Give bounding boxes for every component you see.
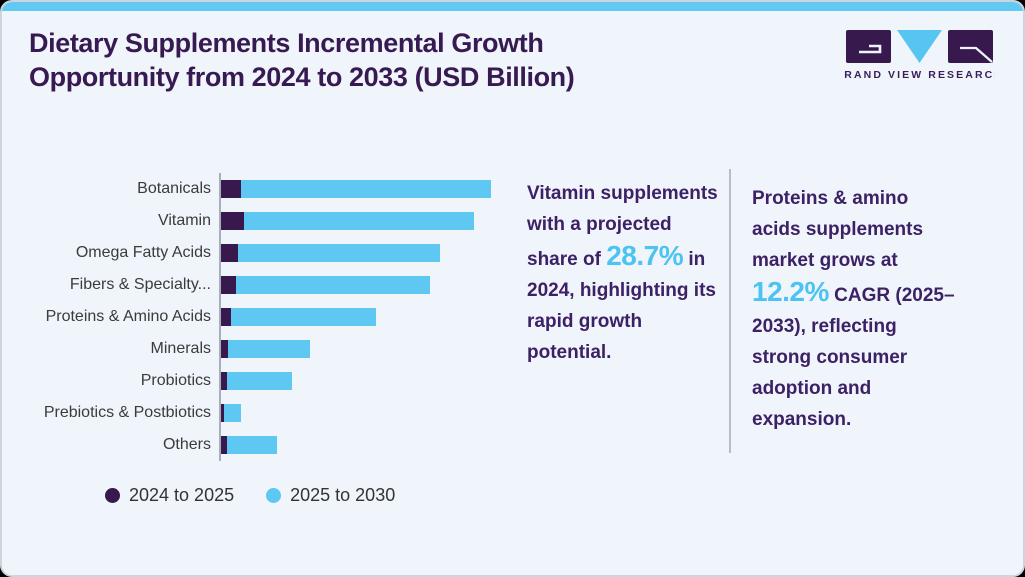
bar-segment-2024-to-2025	[221, 308, 231, 326]
bar-segment-2024-to-2025	[221, 276, 237, 294]
vertical-divider	[729, 169, 731, 453]
bar-track	[219, 301, 376, 333]
category-label: Probiotics	[140, 372, 211, 389]
bar-row: Others	[2, 429, 517, 461]
category-label: Botanicals	[137, 180, 211, 197]
bar-segment-2024-to-2025	[221, 212, 244, 230]
bar-rows: Botanicals Vitamin Omega Fatty Acids Fibers…	[2, 173, 517, 461]
bar-segment-2024-to-2025	[221, 340, 229, 358]
legend-item: 2025 to 2030	[266, 485, 395, 506]
bar-segment-2025-to-2030	[236, 276, 430, 294]
brand-logo: GRAND VIEW RESEARCH	[834, 28, 1002, 87]
bar-segment-2025-to-2030	[226, 436, 277, 454]
category-label: Others	[162, 436, 211, 453]
callout-text-after: in 2024, highlighting its rapid growth p…	[527, 249, 716, 363]
legend-label: 2025 to 2030	[290, 485, 396, 505]
bar-segment-2024-to-2025	[221, 244, 239, 262]
callout-highlight-value: 12.2%	[752, 276, 829, 307]
bar-segment-2024-to-2025	[221, 180, 241, 198]
bar-row: Probiotics	[2, 365, 517, 397]
stacked-bar-chart: Botanicals Vitamin Omega Fatty Acids Fibers…	[2, 173, 517, 463]
bar-track	[219, 205, 474, 237]
category-label: Prebiotics & Postbiotics	[43, 404, 211, 421]
legend-label: 2024 to 2025	[129, 485, 235, 505]
page-title-line1: Dietary Supplements Incremental Growth	[29, 28, 544, 58]
bar-row: Proteins & Amino Acids	[2, 301, 517, 333]
category-label: Fibers & Specialty...	[69, 276, 211, 293]
callout-highlight-value: 28.7%	[606, 240, 684, 271]
callout-text-after: CAGR (2025–2033), reflecting strong cons…	[752, 285, 955, 430]
bar-track	[219, 365, 292, 397]
bar-track	[219, 397, 241, 429]
bar-track	[219, 429, 277, 461]
bar-segment-2025-to-2030	[228, 340, 311, 358]
bar-row: Vitamin	[2, 205, 517, 237]
callout-text-before: Vitamin supplements with a projected sha…	[527, 183, 718, 270]
category-label: Vitamin	[157, 212, 211, 229]
bar-row: Minerals	[2, 333, 517, 365]
bar-segment-2024-to-2025	[221, 372, 227, 390]
bar-track	[219, 237, 440, 269]
top-accent-strip	[2, 2, 1023, 11]
bar-segment-2024-to-2025	[221, 404, 224, 422]
bar-segment-2025-to-2030	[240, 180, 491, 198]
legend-dot-icon	[266, 488, 282, 503]
legend-item: 2024 to 2025	[105, 485, 234, 506]
bar-row: Prebiotics & Postbiotics	[2, 397, 517, 429]
bar-row: Omega Fatty Acids	[2, 237, 517, 269]
chart-legend: 2024 to 2025 2025 to 2030	[105, 485, 395, 506]
bar-track	[219, 269, 430, 301]
bar-row: Botanicals	[2, 173, 517, 205]
callout-proteins-cagr: Proteins & amino acids supplements marke…	[752, 183, 960, 435]
bar-track	[219, 173, 491, 205]
callout-vitamin-share: Vitamin supplements with a projected sha…	[527, 178, 719, 368]
category-label: Proteins & Amino Acids	[45, 308, 211, 325]
bar-segment-2025-to-2030	[226, 372, 292, 390]
callout-text-before: Proteins & amino acids supplements marke…	[752, 188, 924, 271]
grand-view-research-logo-icon: GRAND VIEW RESEARCH	[834, 30, 1002, 81]
bar-segment-2025-to-2030	[230, 308, 376, 326]
bar-segment-2025-to-2030	[243, 212, 474, 230]
bar-track	[219, 333, 311, 365]
legend-dot-icon	[105, 488, 120, 503]
bar-segment-2025-to-2030	[238, 244, 440, 262]
bar-segment-2024-to-2025	[221, 436, 227, 454]
bar-segment-2025-to-2030	[223, 404, 241, 422]
category-label: Minerals	[150, 340, 211, 357]
logo-wordmark: GRAND VIEW RESEARCH	[843, 69, 995, 81]
page-title-line2: Opportunity from 2024 to 2033 (USD Billi…	[29, 62, 575, 92]
bar-row: Fibers & Specialty...	[2, 269, 517, 301]
category-label: Omega Fatty Acids	[75, 244, 211, 261]
page-title: Dietary Supplements Incremental Growth O…	[29, 26, 575, 94]
